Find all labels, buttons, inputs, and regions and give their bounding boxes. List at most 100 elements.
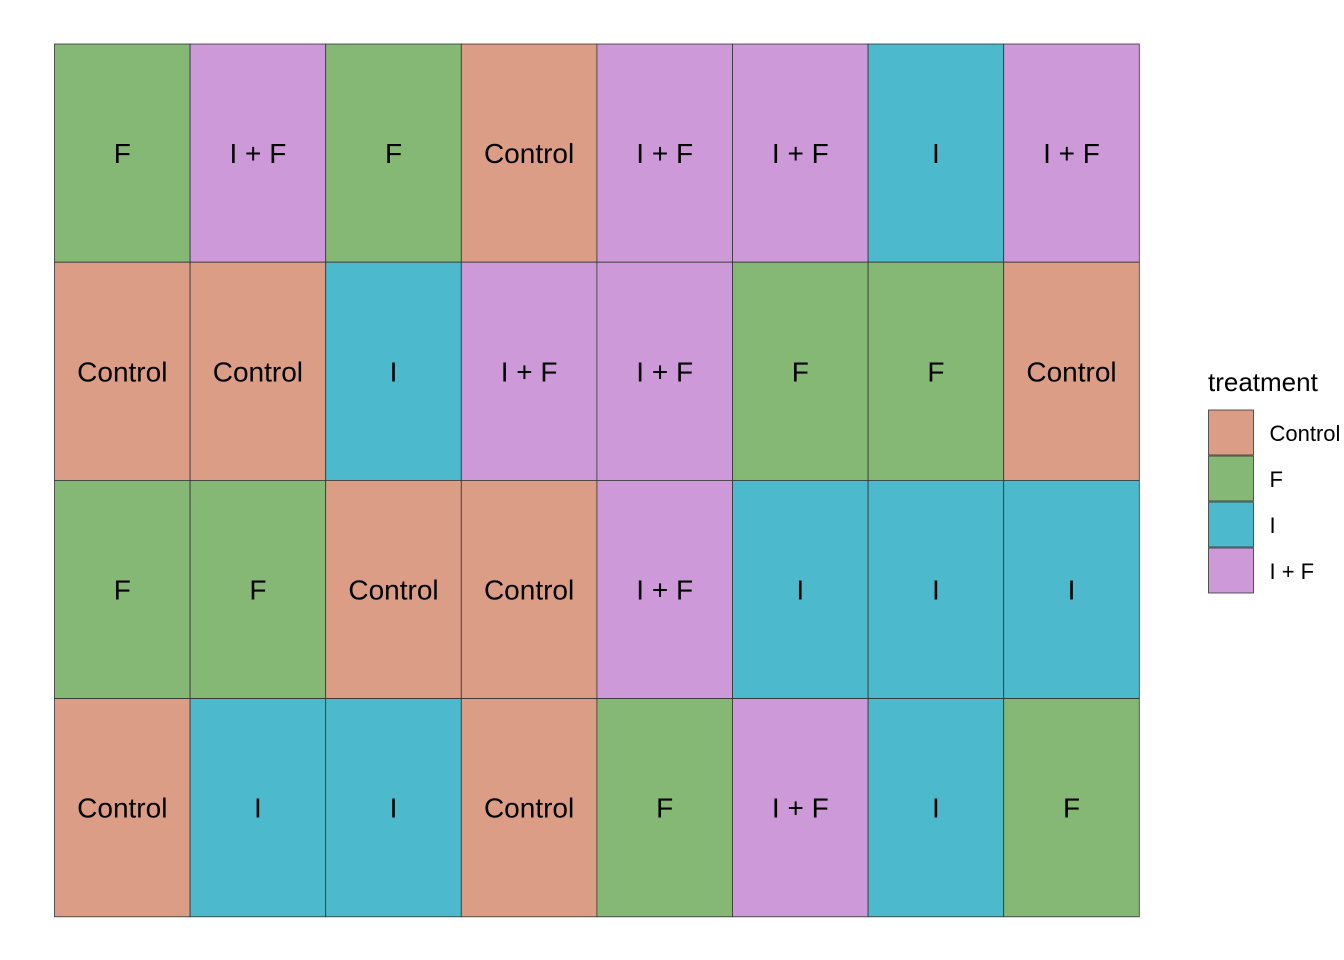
cell-i: [867, 43, 1005, 263]
cell-control: [54, 698, 191, 918]
legend: treatment Control FI I + F: [1208, 367, 1341, 594]
plot-cell: I + F: [596, 479, 733, 699]
cell-i: [1003, 479, 1140, 699]
cell-label: I + F: [636, 356, 693, 387]
cell-i-plus-f: [596, 479, 733, 699]
plot-cell: I: [867, 698, 1005, 918]
plot-cell: Control: [189, 261, 327, 481]
legend-key-swatch: [1208, 547, 1254, 594]
cell-label: I + F: [230, 138, 287, 169]
cell-f: [867, 261, 1005, 481]
plot-cell: F: [325, 43, 462, 263]
plot-cell: Control: [460, 479, 598, 699]
cell-label: I + F: [1043, 138, 1100, 169]
cell-i-plus-f: [732, 43, 869, 263]
cell-label: I: [390, 356, 398, 387]
plot-cell: F: [596, 698, 733, 918]
cell-i: [732, 479, 869, 699]
cell-f: [325, 43, 462, 263]
plot-cell: Control: [54, 261, 191, 481]
legend-key-label: Control: [1270, 421, 1341, 446]
cell-f: [189, 479, 327, 699]
cell-i-plus-f: [596, 261, 733, 481]
plot-cell: Control: [325, 479, 462, 699]
cell-label: F: [792, 356, 809, 387]
cell-i-plus-f: [189, 43, 327, 263]
cell-label: I: [796, 575, 804, 606]
plot-panel: F I + F F Control I + F I + F I I + F Control Con…: [54, 43, 1140, 918]
legend-key-label: I: [1270, 513, 1276, 538]
cell-label: I: [932, 575, 940, 606]
cell-f: [596, 698, 733, 918]
legend-key-swatch: [1208, 409, 1254, 456]
plot-cell: I: [325, 261, 462, 481]
cell-i-plus-f: [460, 261, 598, 481]
cell-control: [460, 43, 598, 263]
cell-i: [325, 698, 462, 918]
cell-label: Control: [1026, 356, 1116, 387]
cell-f: [1003, 698, 1140, 918]
cell-f: [54, 479, 191, 699]
cell-label: I: [932, 793, 940, 824]
cell-label: F: [249, 575, 266, 606]
legend-key-label: F: [1270, 467, 1283, 492]
plot-cell: F: [54, 479, 191, 699]
cell-label: F: [927, 356, 944, 387]
plot-cell: I: [867, 479, 1005, 699]
plot-cell: I: [1003, 479, 1140, 699]
legend-key-swatch: [1208, 501, 1254, 548]
cell-label: I: [1068, 575, 1076, 606]
cell-control: [460, 698, 598, 918]
cell-label: I + F: [772, 793, 829, 824]
cell-i: [867, 479, 1005, 699]
cell-label: F: [656, 793, 673, 824]
cell-label: F: [114, 575, 131, 606]
plot-cell: I + F: [596, 261, 733, 481]
cell-control: [1003, 261, 1140, 481]
cell-label: F: [1063, 793, 1080, 824]
plot-cell: I: [189, 698, 327, 918]
plot-cell: I: [325, 698, 462, 918]
cell-label: I: [932, 138, 940, 169]
cell-label: Control: [348, 575, 438, 606]
cell-f: [732, 261, 869, 481]
plot-cell: Control: [460, 43, 598, 263]
plot-cell: I: [867, 43, 1005, 263]
plot-cell: Control: [460, 698, 598, 918]
cell-label: F: [385, 138, 402, 169]
cell-label: I: [390, 793, 398, 824]
legend-key-swatch: [1208, 455, 1254, 502]
cell-label: I + F: [636, 138, 693, 169]
cell-f: [54, 43, 191, 263]
plot-cell: I + F: [732, 43, 869, 263]
plot-cell: I + F: [1003, 43, 1140, 263]
cell-label: I + F: [772, 138, 829, 169]
cell-label: Control: [77, 356, 167, 387]
legend-item-i: I: [1208, 501, 1276, 548]
cell-label: Control: [77, 793, 167, 824]
cell-i-plus-f: [1003, 43, 1140, 263]
plot-cell: I + F: [460, 261, 598, 481]
cell-i: [867, 698, 1005, 918]
cell-label: Control: [484, 793, 574, 824]
plot-cell: F: [189, 479, 327, 699]
cell-label: Control: [484, 575, 574, 606]
cell-label: I + F: [501, 356, 558, 387]
plot-cell: Control: [1003, 261, 1140, 481]
cell-label: I + F: [636, 575, 693, 606]
cell-control: [460, 479, 598, 699]
plot-cell: F: [1003, 698, 1140, 918]
cell-i-plus-f: [596, 43, 733, 263]
cell-label: Control: [213, 356, 303, 387]
legend-item-control: Control: [1208, 409, 1341, 456]
plot-cell: I + F: [596, 43, 733, 263]
plot-cell: I + F: [732, 698, 869, 918]
cell-label: F: [114, 138, 131, 169]
legend-title: treatment: [1208, 367, 1319, 397]
cell-label: I: [254, 793, 262, 824]
plot-cell: F: [54, 43, 191, 263]
plot-cell: F: [732, 261, 869, 481]
plot-cell: F: [867, 261, 1005, 481]
legend-item-i-plus-f: I + F: [1208, 547, 1314, 594]
